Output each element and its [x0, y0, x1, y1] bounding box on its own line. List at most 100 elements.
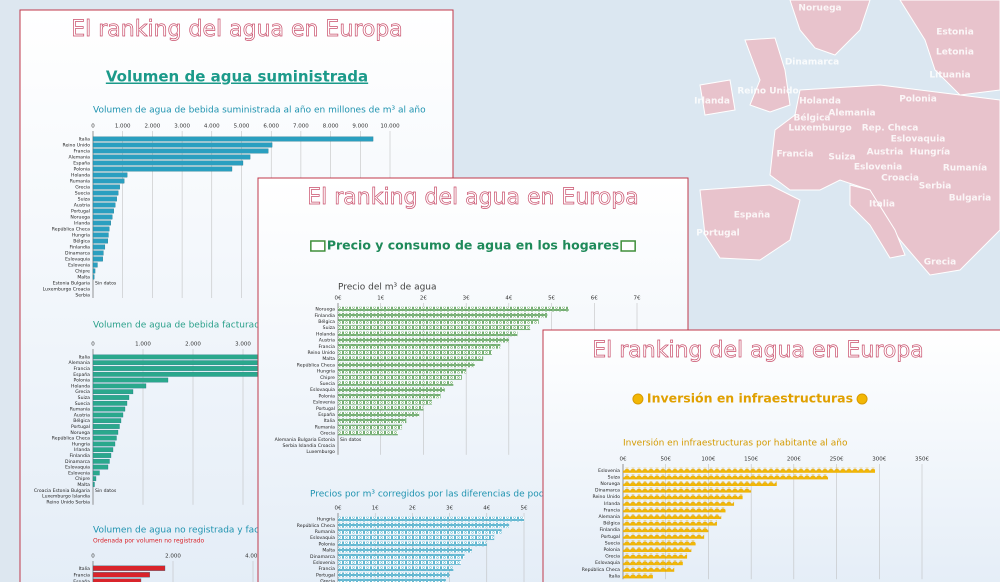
bar: [623, 527, 709, 533]
bar: [92, 572, 150, 578]
x-tick-label: 8.000: [323, 124, 339, 130]
x-tick-label: 3.000: [174, 124, 190, 130]
x-tick-label: 6€: [591, 296, 598, 302]
panel: El ranking del agua en Europa Inversión e…: [543, 330, 1000, 582]
panel-title: El ranking del agua en Europa: [71, 17, 402, 42]
map-label: Eslovaquia: [891, 135, 946, 145]
x-tick-label: 5.000: [234, 124, 250, 130]
chart-title: Volumen de agua de bebida suministrada a…: [93, 106, 426, 116]
category-label: Eslovenia: [313, 560, 335, 566]
bar: [92, 226, 110, 232]
bar: [338, 418, 407, 424]
bar: [92, 476, 97, 482]
chart-title: Precios por m³ corregidos por las difere…: [310, 490, 554, 500]
x-tick-label: 10.000: [380, 124, 400, 130]
category-label: Luxemburgo Islandia: [42, 494, 90, 500]
category-label: Polonia: [73, 167, 90, 173]
category-label: Italia: [79, 354, 91, 360]
x-tick-label: 350€: [915, 457, 929, 463]
bar: [92, 238, 108, 244]
bar: [92, 377, 169, 383]
category-label: Suiza: [608, 474, 621, 480]
bar: [623, 553, 688, 559]
bar: [92, 214, 113, 220]
category-label: Dinamarca: [595, 488, 620, 494]
map-label: Alemania: [828, 109, 875, 119]
banknote-icon: [620, 240, 636, 252]
chart-title: Inversión en infraestructuras por habita…: [623, 438, 848, 449]
map-label: Estonia: [936, 28, 974, 38]
chart: Precio del m³ de agua 0€ 1€ 2€ 3€ 4€ 5€ 6€ 7€ Nor…: [275, 283, 641, 456]
category-label: Malta: [77, 275, 90, 281]
category-label: Malta: [322, 548, 335, 554]
bar: [92, 244, 106, 250]
chart-title: Volumen de agua no registrada y fact: [93, 526, 263, 536]
bar: [92, 565, 166, 571]
category-label: Eslovaquia: [595, 560, 620, 566]
x-tick-label: 5€: [521, 506, 528, 512]
bar: [92, 389, 134, 395]
category-label: Finlandia: [69, 245, 90, 251]
map-label: Bulgaria: [949, 194, 991, 204]
bar: [623, 540, 696, 546]
category-label: República Checa: [297, 522, 335, 529]
bar: [92, 383, 147, 389]
bar: [338, 578, 446, 582]
bar: [92, 250, 104, 256]
bar: [92, 172, 128, 178]
category-label: Noruega: [600, 481, 620, 487]
bar: [92, 470, 100, 476]
category-label: Bélgica: [603, 520, 620, 527]
category-label: Noruega: [70, 215, 90, 221]
bar: [92, 464, 109, 470]
x-tick-label: 3€: [446, 506, 453, 512]
chart-title: Volumen de agua de bebida facturada: [93, 321, 265, 331]
category-label: Rumanía: [315, 423, 335, 430]
bar: [338, 572, 450, 578]
category-label: República Checa: [582, 566, 620, 573]
bar: [338, 405, 424, 411]
category-label: Francia: [73, 572, 90, 578]
category-label: Portugal: [316, 572, 335, 578]
category-label: Luxemburgo Croacia: [43, 287, 91, 293]
map-label: Lituania: [929, 71, 970, 81]
land: [699, 184, 801, 261]
map-label: Grecia: [924, 258, 956, 268]
bar: [92, 424, 120, 429]
category-label: Francia: [73, 149, 90, 155]
category-label: Dinamarca: [310, 554, 335, 560]
bar: [92, 578, 142, 582]
annotation: Sin datos: [340, 437, 362, 443]
bar: [338, 337, 509, 343]
bar: [623, 546, 692, 553]
bar: [338, 312, 548, 318]
bar: [623, 507, 726, 513]
x-tick-label: 0: [91, 342, 95, 348]
x-tick-label: 1.000: [115, 124, 131, 130]
bar: [338, 529, 502, 534]
category-label: Eslovaquia: [65, 257, 90, 263]
x-tick-label: 0€: [620, 457, 627, 463]
panel-title: El ranking del agua en Europa: [592, 338, 923, 363]
category-label: Chipre: [75, 476, 90, 482]
x-tick-label: 4€: [483, 506, 490, 512]
x-tick-label: 4€: [505, 296, 512, 302]
bar: [623, 467, 876, 473]
category-label: Holanda: [316, 331, 335, 337]
category-label: Noruega: [70, 430, 90, 436]
category-label: Austria: [74, 412, 90, 418]
category-label: Chipre: [75, 269, 90, 275]
category-label: España: [73, 579, 90, 582]
x-tick-label: 100€: [701, 457, 715, 463]
category-label: Hungría: [72, 232, 90, 239]
category-label: Francia: [318, 566, 335, 572]
bar: [92, 196, 117, 202]
bar: [338, 566, 454, 572]
category-label: Bélgica: [73, 417, 90, 424]
x-tick-label: 300€: [872, 457, 886, 463]
category-label: Holanda: [71, 383, 90, 389]
bar: [92, 412, 124, 418]
category-label: Rumanía: [315, 528, 335, 535]
bar: [338, 362, 475, 368]
